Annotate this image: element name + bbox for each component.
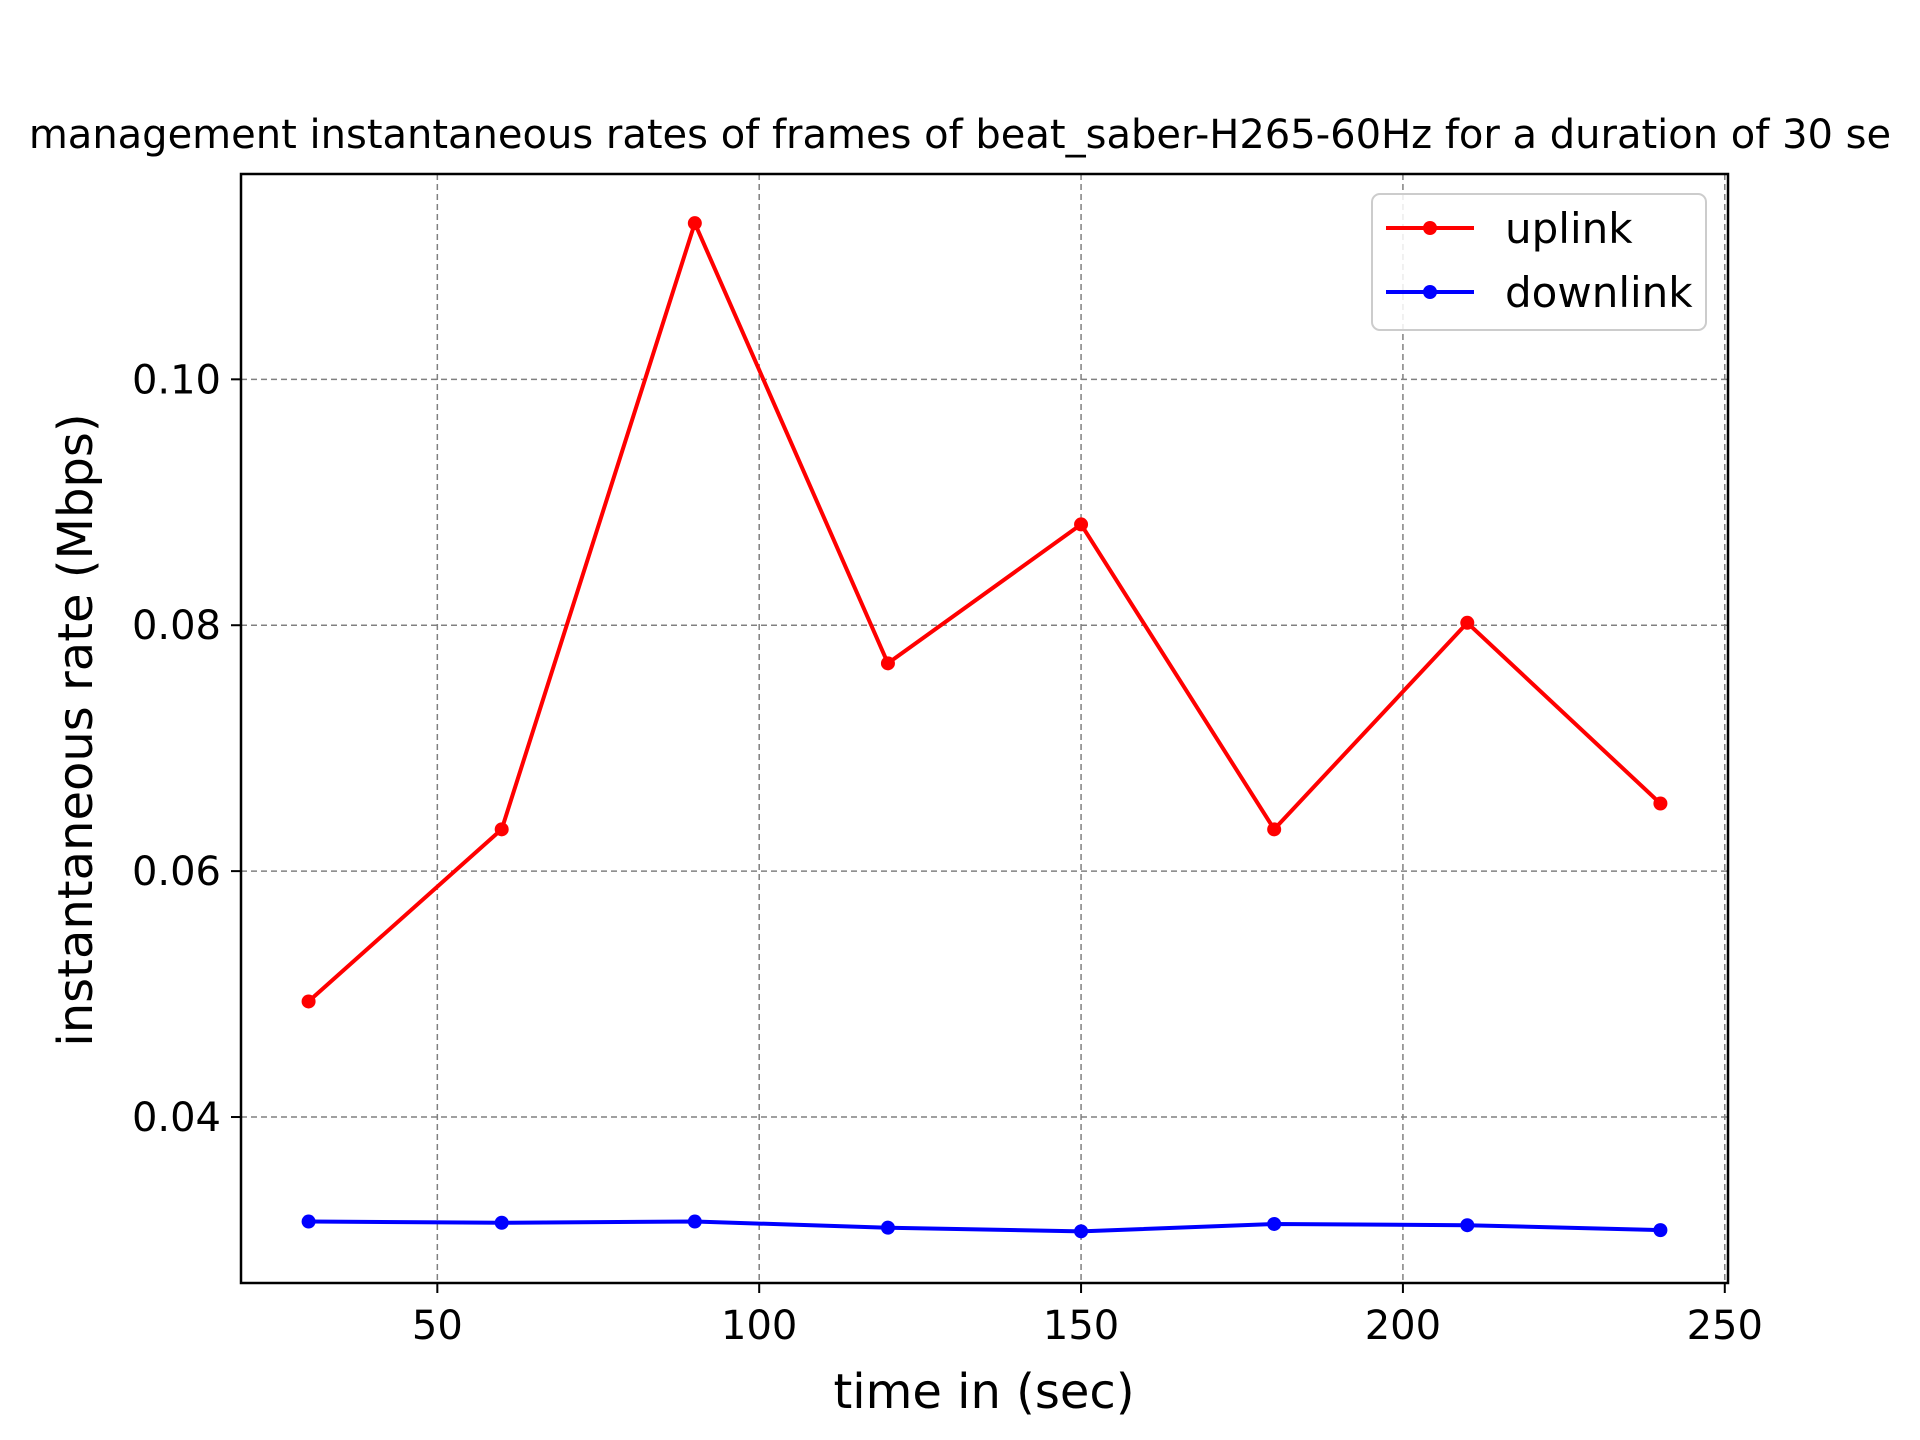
data-point-downlink bbox=[1653, 1223, 1668, 1238]
y-tick-label: 0.04 bbox=[132, 1095, 221, 1141]
y-tick-label: 0.06 bbox=[132, 849, 221, 895]
legend-item-downlink: downlink bbox=[1386, 268, 1693, 317]
data-point-uplink bbox=[1267, 822, 1282, 837]
y-axis-label: instantaneous rate (Mbps) bbox=[48, 413, 104, 1046]
data-point-downlink bbox=[1267, 1216, 1282, 1231]
data-point-downlink bbox=[1460, 1218, 1475, 1233]
data-point-uplink bbox=[1074, 517, 1089, 532]
data-point-uplink bbox=[880, 656, 895, 671]
chart-title: management instantaneous rates of frames… bbox=[29, 112, 1891, 158]
series-downlink bbox=[301, 1214, 1668, 1239]
x-tick-label: 50 bbox=[412, 1303, 463, 1349]
y-tick-label: 0.10 bbox=[132, 357, 221, 403]
data-point-uplink bbox=[301, 994, 316, 1009]
data-point-uplink bbox=[687, 216, 702, 231]
plot-frame bbox=[239, 172, 1730, 1285]
data-point-downlink bbox=[687, 1214, 702, 1229]
legend-item-uplink: uplink bbox=[1386, 204, 1633, 253]
legend-label-uplink: uplink bbox=[1505, 204, 1633, 253]
legend: uplink downlink bbox=[1371, 193, 1707, 331]
x-tick-label: 200 bbox=[1365, 1303, 1441, 1349]
data-point-downlink bbox=[494, 1215, 509, 1230]
data-point-downlink bbox=[1074, 1224, 1089, 1239]
data-point-downlink bbox=[301, 1214, 316, 1229]
legend-marker-downlink bbox=[1423, 285, 1437, 299]
x-tick-label: 250 bbox=[1687, 1303, 1763, 1349]
data-point-uplink bbox=[1653, 796, 1668, 811]
gridlines bbox=[241, 174, 1728, 1283]
y-tick-label: 0.08 bbox=[132, 603, 221, 649]
x-axis: 50 100 150 200 250 bbox=[412, 1283, 1763, 1349]
legend-label-downlink: downlink bbox=[1505, 268, 1693, 317]
x-axis-label: time in (sec) bbox=[833, 1364, 1134, 1420]
x-tick-label: 150 bbox=[1043, 1303, 1119, 1349]
x-tick-label: 100 bbox=[721, 1303, 797, 1349]
data-point-uplink bbox=[494, 822, 509, 837]
data-point-downlink bbox=[880, 1220, 895, 1235]
data-point-uplink bbox=[1460, 615, 1475, 630]
series-line-uplink bbox=[307, 221, 1662, 1003]
series-uplink bbox=[301, 216, 1668, 1009]
series-line-downlink bbox=[308, 1219, 1661, 1234]
series-layer bbox=[301, 216, 1668, 1239]
y-axis: 0.04 0.06 0.08 0.10 bbox=[132, 357, 241, 1141]
legend-marker-uplink bbox=[1423, 221, 1437, 235]
